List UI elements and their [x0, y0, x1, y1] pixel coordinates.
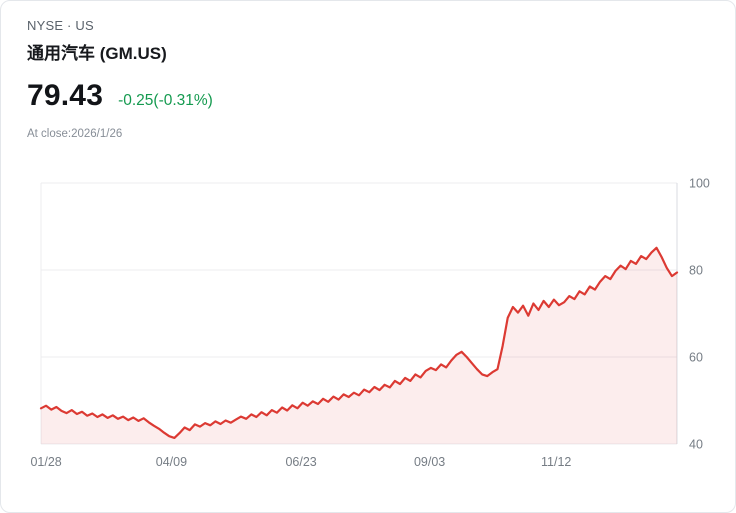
- price-change: -0.25(-0.31%): [118, 92, 213, 109]
- price-chart[interactable]: 100 80 60 40 01/28 04/09 06/23 09/03 11/12: [1, 159, 736, 499]
- stock-title: 通用汽车 (GM.US): [27, 44, 167, 63]
- exchange-label: NYSE · US: [27, 18, 94, 33]
- price-area: [41, 247, 677, 444]
- y-tick-label: 60: [689, 351, 703, 365]
- stock-header: NYSE · US 通用汽车 (GM.US) 79.43 -0.25(-0.31…: [1, 1, 735, 142]
- x-tick-label: 06/23: [285, 455, 316, 469]
- x-tick-label: 04/09: [156, 455, 187, 469]
- y-tick-label: 100: [689, 177, 710, 191]
- price-line: [39, 246, 679, 439]
- y-tick-label: 80: [689, 264, 703, 278]
- x-tick-label: 11/12: [541, 455, 571, 469]
- current-price: 79.43: [27, 79, 104, 112]
- price-row: 79.43 -0.25(-0.31%): [27, 79, 709, 113]
- x-tick-label: 01/28: [30, 455, 61, 469]
- close-time-label: At close:2026/1/26: [27, 128, 123, 140]
- y-tick-label: 40: [689, 438, 703, 452]
- x-tick-label: 09/03: [414, 455, 445, 469]
- chart-area[interactable]: 100 80 60 40 01/28 04/09 06/23 09/03 11/12: [1, 159, 736, 499]
